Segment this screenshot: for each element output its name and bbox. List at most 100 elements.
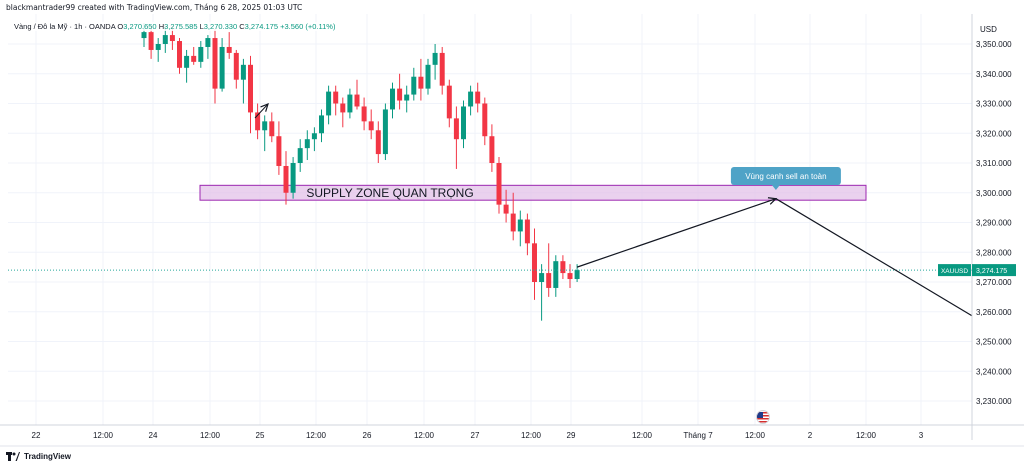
price-tick-label: 3,300.000 xyxy=(976,189,1012,198)
candle-body xyxy=(198,46,204,62)
price-tick-label: 3,230.000 xyxy=(976,397,1012,406)
time-tick-label: 27 xyxy=(471,431,480,440)
candle-body xyxy=(461,106,466,140)
candle-body xyxy=(375,130,381,155)
price-tick-label: 3,250.000 xyxy=(976,338,1012,347)
candle-body xyxy=(546,273,552,288)
price-axis-bg xyxy=(972,14,1024,439)
candle-body xyxy=(489,136,495,163)
time-tick-label: 22 xyxy=(32,431,41,440)
candle-body xyxy=(425,64,431,89)
candle-body xyxy=(205,38,211,47)
high-value: 3,275.585 xyxy=(164,22,198,31)
callout-pointer xyxy=(771,185,780,190)
price-tick-label: 3,320.000 xyxy=(976,129,1012,138)
close-value: 3,274.175 xyxy=(244,22,279,31)
candle-body xyxy=(446,85,452,119)
price-tick-label: 3,310.000 xyxy=(976,159,1012,168)
candle-body xyxy=(354,94,360,107)
candle-body xyxy=(532,243,537,282)
price-tick-label: 3,290.000 xyxy=(976,219,1012,228)
low-label: L xyxy=(199,22,204,31)
time-tick-label: 12:00 xyxy=(200,431,221,440)
candle-body xyxy=(397,88,403,101)
candle-body xyxy=(411,76,417,95)
candle-body xyxy=(524,219,530,244)
time-tick-label: 12:00 xyxy=(93,431,114,440)
candle-body xyxy=(475,91,481,104)
small-arrow-head xyxy=(260,102,269,112)
candle-body xyxy=(283,165,289,193)
supply-zone-box[interactable] xyxy=(199,184,867,201)
time-tick-label: 12:00 xyxy=(521,431,542,440)
callout-label: Vùng canh sell an toàn xyxy=(745,172,826,181)
candle-body xyxy=(248,64,253,113)
candle-body xyxy=(177,41,182,68)
candle-body xyxy=(191,55,197,62)
symbol-legend[interactable]: Vàng / Đô la Mỹ · 1h · OANDA O3,270.650 … xyxy=(14,22,336,31)
candle-body xyxy=(390,88,395,110)
time-tick-label: 3 xyxy=(919,431,924,440)
price-tick-label: 3,340.000 xyxy=(976,70,1012,79)
chart-header: blackmantrader99 created with TradingVie… xyxy=(0,0,1024,14)
candle-body xyxy=(404,94,410,101)
price-tick-label: 3,330.000 xyxy=(976,100,1012,109)
candles-group xyxy=(8,23,972,321)
price-tick-label: 3,270.000 xyxy=(976,278,1012,287)
time-tick-label: Tháng 7 xyxy=(683,431,713,440)
time-tick-label: 12:00 xyxy=(414,431,435,440)
time-tick-label: 29 xyxy=(567,431,576,440)
candle-body xyxy=(148,32,154,50)
candle-body xyxy=(269,121,275,137)
symbol-text[interactable]: Vàng / Đô la Mỹ · 1h · OANDA xyxy=(14,22,116,31)
symbol-badge xyxy=(938,264,971,277)
candle-body xyxy=(297,148,303,163)
open-value: 3,270.650 xyxy=(123,22,157,31)
candle-body xyxy=(482,103,488,137)
symbol-badge-label: XAUUSD xyxy=(941,268,968,275)
candle-body xyxy=(432,52,438,65)
currency-label[interactable]: USD xyxy=(980,25,997,34)
candle-body xyxy=(340,103,346,113)
price-tick-label: 3,280.000 xyxy=(976,248,1012,257)
candle-body xyxy=(347,94,353,113)
candle-body xyxy=(304,139,310,149)
us-flag-icon[interactable] xyxy=(756,410,770,424)
candle-body xyxy=(496,163,502,205)
candle-body xyxy=(333,91,339,104)
candle-body xyxy=(418,76,424,89)
candle-body xyxy=(162,35,168,44)
time-tick-label: 12:00 xyxy=(745,431,766,440)
candle-body xyxy=(361,106,367,122)
time-tick-label: 24 xyxy=(149,431,158,440)
small-arrow-line xyxy=(254,103,269,119)
time-tick-label: 2 xyxy=(808,431,813,440)
arrow-head-up xyxy=(767,197,778,205)
candle-body xyxy=(212,38,218,89)
candle-body xyxy=(468,91,474,107)
supply-zone: SUPPLY ZONE QUAN TRỌNG xyxy=(199,184,867,201)
callout-box[interactable] xyxy=(730,167,841,185)
creator-text: blackmantrader99 created with TradingVie… xyxy=(6,3,303,12)
time-tick-label: 25 xyxy=(256,431,265,440)
candle-body xyxy=(517,219,523,232)
chart-grid xyxy=(8,14,972,425)
candle-body xyxy=(553,261,559,288)
time-axis: 22 12:00 24 12:00 25 12:00 26 12:00 27 12:00 29 12:… xyxy=(0,424,1024,447)
price-tick-label: 3,350.000 xyxy=(976,40,1012,49)
candle-body xyxy=(219,46,225,89)
projection-path[interactable] xyxy=(576,198,1024,369)
candle-body xyxy=(233,52,239,80)
candle-body xyxy=(439,52,445,86)
projection-arrows: Vùng canh sell an toàn xyxy=(254,102,1024,369)
candle-body xyxy=(326,91,332,116)
candle-body xyxy=(503,204,509,214)
price-axis: USD 3,350.000 3,340.000 3,330.000 3,320.000 3… xyxy=(938,14,1024,440)
candle-body xyxy=(262,121,268,131)
open-label: O xyxy=(117,22,124,31)
tradingview-footer[interactable]: TradingView xyxy=(6,452,71,461)
candle-body xyxy=(276,136,282,166)
candle-body xyxy=(240,64,246,80)
price-tick-label: 3,240.000 xyxy=(976,367,1012,376)
